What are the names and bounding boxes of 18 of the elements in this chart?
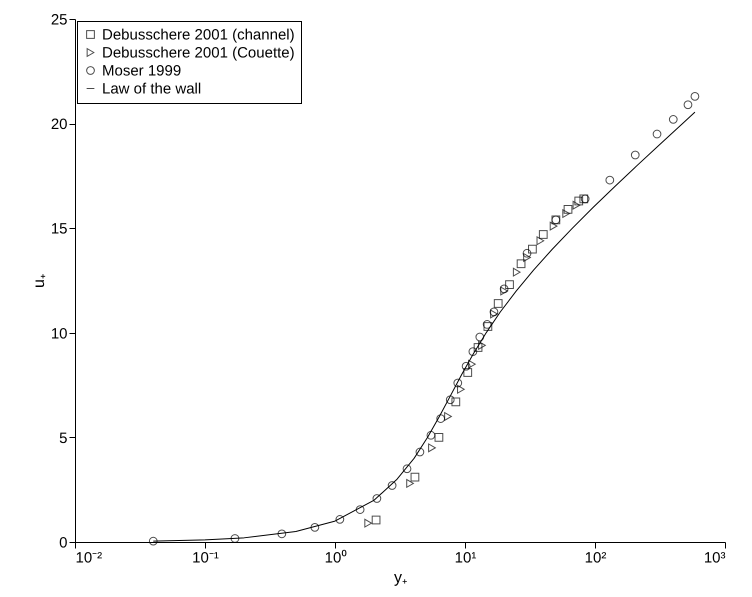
legend-label: Debusschere 2001 (channel) [102,26,295,44]
x-tick-label: 10² [584,550,606,566]
legend-label: Moser 1999 [102,62,182,80]
legend-label: Debusschere 2001 (Couette) [102,44,295,62]
x-tick-label: 10⁻² [76,550,102,566]
x-tick-label: 10¹ [454,550,476,566]
y-tick-label: 5 [59,430,68,447]
x-tick-label: 10⁻¹ [192,550,219,566]
x-tick-label: 10⁰ [324,550,346,566]
x-axis-title: y₊ [394,570,407,586]
legend-label: Law of the wall [102,80,202,98]
x-tick-label: 10³ [704,550,726,566]
y-tick-label: 0 [59,534,68,552]
y-tick-label: 20 [50,116,68,134]
y-tick-label: 25 [50,12,68,28]
y-tick-label: 10 [50,325,68,342]
y-tick-label: 15 [50,220,68,238]
y-axis-title: u₊ [30,274,48,288]
